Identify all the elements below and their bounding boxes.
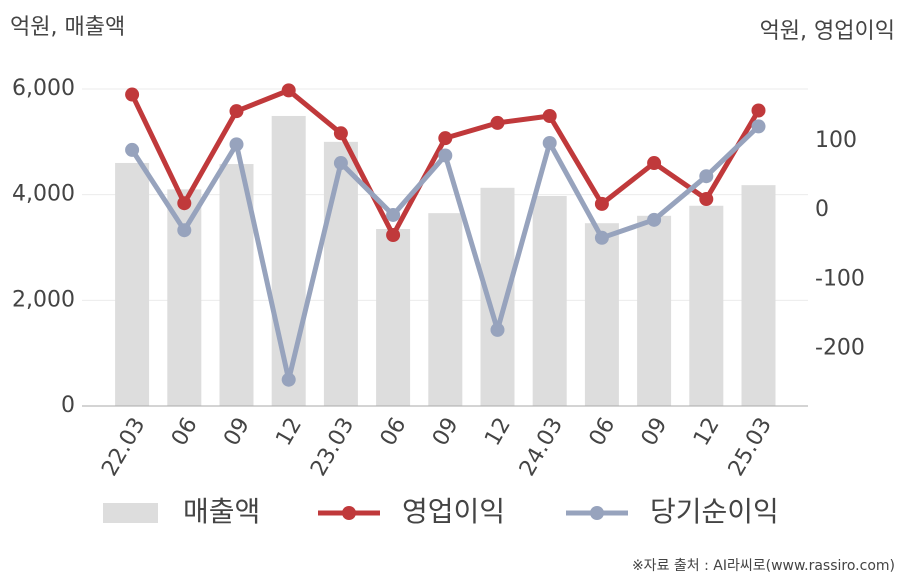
bar: [167, 189, 202, 406]
marker: [333, 126, 348, 141]
y2-tick-label: -200: [815, 336, 865, 361]
x-tick-label: 09: [428, 414, 464, 451]
bar: [323, 141, 358, 407]
marker: [594, 230, 609, 245]
marker: [281, 372, 296, 387]
y-tick-label: 2,000: [12, 287, 75, 312]
source-note: ※자료 출처 : AI라씨로(www.rassiro.com): [632, 558, 895, 574]
x-tick-label: 06: [585, 414, 621, 451]
x-tick-label: 12: [480, 414, 516, 451]
marker: [490, 115, 505, 130]
y2-tick-label: 0: [815, 197, 829, 222]
x-tick-label: 23.03: [306, 414, 359, 481]
marker: [699, 169, 714, 184]
x-tick-label: 09: [637, 414, 673, 451]
y-axis-title: 억원, 매출액: [10, 15, 125, 40]
legend-swatch: [590, 506, 604, 520]
x-tick-label: 06: [376, 414, 412, 451]
legend-label: 매출액: [183, 495, 260, 528]
marker: [229, 104, 244, 119]
marker: [281, 83, 296, 98]
marker: [542, 135, 557, 150]
x-tick-label: 25.03: [724, 414, 777, 481]
marker: [751, 103, 766, 118]
legend-label: 당기순이익: [650, 495, 779, 528]
marker: [333, 156, 348, 171]
marker: [386, 228, 401, 243]
y2-axis-title: 억원, 영업이익: [760, 19, 895, 44]
marker: [125, 87, 140, 102]
marker: [438, 148, 453, 163]
marker: [490, 322, 505, 337]
y-tick-label: 4,000: [12, 182, 75, 207]
marker: [125, 142, 140, 157]
legend-swatch: [342, 506, 356, 520]
bar: [532, 195, 567, 406]
x-tick-label: 12: [689, 414, 725, 451]
y2-tick-label: 100: [815, 128, 857, 153]
marker: [699, 192, 714, 207]
bar: [376, 229, 411, 406]
marker: [647, 212, 662, 227]
marker: [594, 196, 609, 211]
marker: [229, 137, 244, 152]
x-tick-label: 06: [167, 414, 203, 451]
marker: [647, 156, 662, 171]
bar: [271, 115, 306, 406]
marker: [438, 131, 453, 146]
bar: [689, 205, 724, 406]
x-tick-label: 12: [271, 414, 307, 451]
bar: [115, 162, 150, 406]
y-tick-label: 6,000: [12, 76, 75, 101]
x-tick-label: 09: [219, 414, 255, 451]
y-tick-label: 0: [61, 393, 75, 418]
bar: [584, 223, 619, 406]
marker: [177, 223, 192, 238]
marker: [177, 196, 192, 211]
marker: [542, 108, 557, 123]
bar: [637, 215, 672, 406]
y2-tick-label: -100: [815, 266, 865, 291]
legend-swatch: [103, 503, 158, 523]
marker: [386, 207, 401, 222]
x-tick-label: 22.03: [97, 414, 150, 481]
legend-label: 영업이익: [402, 495, 505, 528]
marker: [751, 119, 766, 134]
bar: [741, 185, 776, 406]
x-tick-label: 24.03: [515, 414, 568, 481]
bar: [428, 213, 463, 406]
